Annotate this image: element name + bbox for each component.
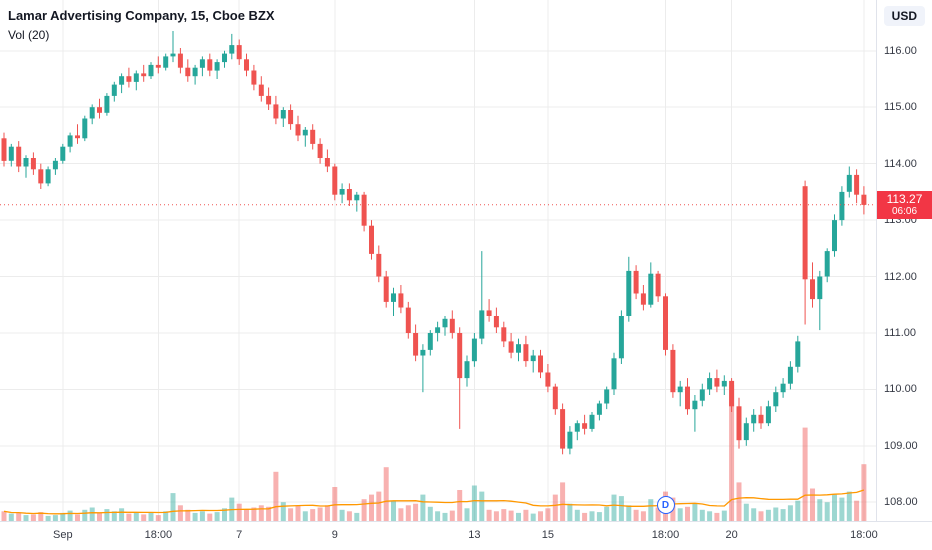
price-axis-label: 116.00: [884, 44, 917, 57]
dividend-marker[interactable]: D: [656, 496, 675, 514]
time-axis-label: 7: [236, 529, 243, 541]
price-axis-label: 111.00: [884, 326, 917, 339]
price-axis-label: 108.00: [884, 496, 918, 509]
time-axis-label: Sep: [53, 529, 73, 541]
price-axis-label: 115.00: [884, 101, 917, 114]
candles-layer: [1, 31, 867, 455]
time-axis-label: 18:00: [651, 529, 680, 541]
bar-countdown: 06:06: [891, 205, 918, 217]
price-axis-label: 112.00: [884, 270, 917, 283]
time-axis-label: 13: [468, 529, 481, 541]
time-axis[interactable]: Sep 18:00 7 9 13 15 18:00 20 18:00: [0, 521, 932, 550]
chart-legend: Lamar Advertising Company, 15, Cboe BZX …: [8, 8, 275, 42]
currency-toggle-button[interactable]: USD: [883, 6, 925, 26]
grid-layer: [0, 0, 877, 522]
time-axis-label: 9: [331, 529, 338, 541]
price-axis-label: 109.00: [884, 439, 918, 452]
last-price-value: 113.27: [886, 191, 923, 206]
volume-layer: [1, 385, 867, 522]
time-axis-label: 15: [541, 529, 555, 541]
time-axis-label: 20: [725, 529, 738, 541]
last-price-badge: 113.27 06:06: [877, 190, 932, 219]
time-axis-label: 18:00: [144, 529, 173, 541]
time-axis-label: 18:00: [850, 529, 878, 541]
volume-indicator-label[interactable]: Vol (20): [8, 28, 50, 42]
volume-ma-line: [3, 489, 865, 515]
price-axis[interactable]: 116.00 115.00 114.00 113.00 112.00 111.00 110.…: [876, 0, 932, 522]
dividend-marker-label: D: [661, 499, 670, 511]
price-axis-label: 110.00: [884, 383, 917, 396]
price-axis-label: 114.00: [884, 157, 917, 170]
symbol-title[interactable]: Lamar Advertising Company, 15, Cboe BZX: [8, 8, 275, 23]
